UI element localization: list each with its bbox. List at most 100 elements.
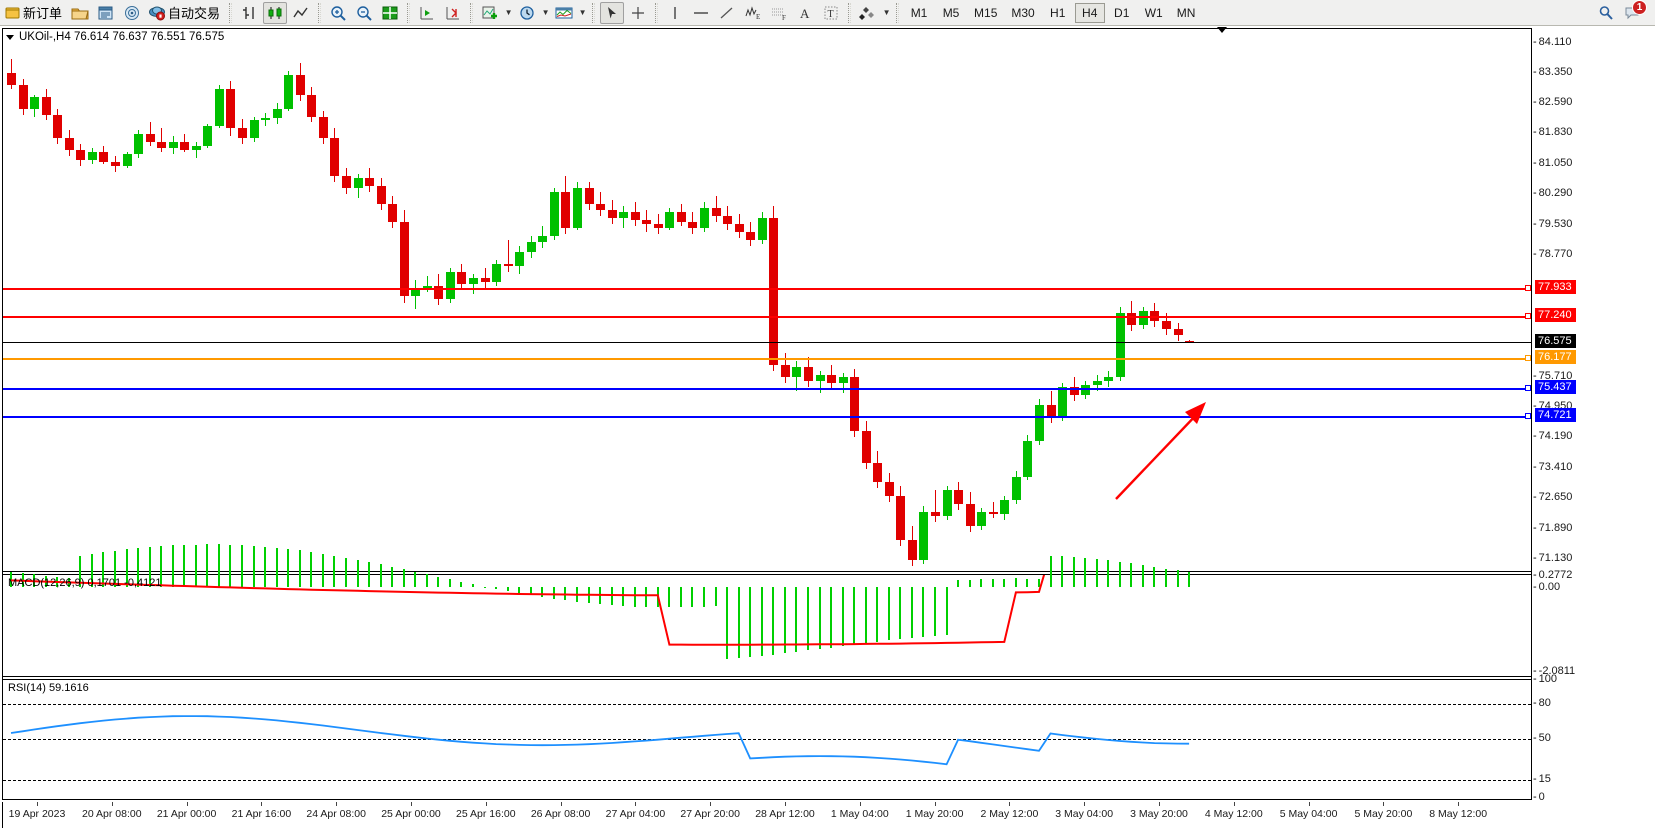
candlestick [931, 490, 940, 523]
templates-button[interactable] [552, 2, 576, 24]
macd-histogram-bar [818, 586, 821, 650]
time-axis-mark [336, 802, 338, 806]
candlestick [1115, 307, 1125, 382]
price-level-handle[interactable] [1525, 355, 1531, 362]
candlestick [503, 239, 513, 272]
timeframe-m30[interactable]: M30 [1011, 5, 1035, 20]
candle-body [850, 377, 860, 431]
cursor-button[interactable] [600, 1, 625, 24]
candle-body [688, 221, 698, 228]
search-button[interactable] [1594, 2, 1618, 24]
periods-button[interactable] [515, 2, 539, 24]
candlestick [30, 94, 40, 117]
data-window-button[interactable] [94, 2, 118, 24]
macd-histogram-bar [887, 586, 890, 641]
timeframe-h1[interactable]: H1 [1050, 5, 1066, 20]
candle-body [30, 96, 40, 109]
candle-body [180, 142, 190, 151]
candlestick-button[interactable] [263, 1, 288, 24]
candle-body [815, 375, 825, 382]
chart-area[interactable]: UKOil-,H4 76.614 76.637 76.551 76.575 MA… [0, 26, 1655, 829]
toolbar-separator [318, 2, 322, 23]
macd-histogram-bar [610, 586, 613, 606]
macd-histogram-bar [1061, 556, 1064, 587]
candle-body [803, 367, 813, 382]
macd-histogram-bar [1084, 558, 1087, 587]
candle-body [1162, 321, 1171, 330]
folder-button[interactable] [68, 2, 92, 24]
timeframe-mn[interactable]: MN [1176, 5, 1196, 20]
bullish-arrow-annotation[interactable] [1111, 394, 1221, 504]
price-level-line [3, 342, 1531, 344]
crosshair-button[interactable] [626, 2, 650, 24]
text-box-button[interactable]: T [819, 2, 843, 24]
templates-dropdown[interactable]: ▼ [578, 8, 587, 17]
candlestick [249, 116, 259, 143]
rsi-panel[interactable]: RSI(14) 59.1616 [3, 679, 1531, 799]
new-order-button[interactable]: 新订单 [2, 1, 67, 25]
add-indicator-dropdown[interactable]: ▼ [504, 8, 513, 17]
macd-histogram-bar [391, 566, 394, 587]
time-axis-tick: 20 Apr 08:00 [82, 808, 142, 820]
macd-histogram-bar [1153, 566, 1156, 587]
price-axis[interactable]: -84.110 -83.350 -82.590 -81.830 -81.050 -80.2… [1533, 28, 1653, 803]
vertical-line-button[interactable] [663, 2, 687, 24]
elliott-wave-button[interactable]: E [741, 2, 765, 24]
fibonacci-button[interactable]: F [767, 2, 791, 24]
candle-body [988, 512, 998, 515]
macd-histogram-bar [806, 586, 809, 651]
horizontal-line-button[interactable] [689, 2, 713, 24]
timeframe-m15[interactable]: M15 [974, 5, 998, 20]
chart-grid-button[interactable] [378, 2, 402, 24]
candlestick [700, 202, 709, 232]
shapes-button[interactable] [856, 2, 880, 24]
chart-menu-icon[interactable] [6, 34, 14, 40]
candle-body [515, 251, 525, 266]
price-level-line [3, 416, 1531, 419]
price-panel[interactable] [3, 29, 1531, 572]
line-chart-button[interactable] [289, 2, 313, 24]
navigator-button[interactable] [120, 2, 144, 24]
candlestick [850, 369, 860, 437]
price-level-handle[interactable] [1525, 413, 1531, 420]
zoom-in-button[interactable] [326, 2, 350, 24]
candlestick [203, 124, 213, 149]
timeframe-m5[interactable]: M5 [942, 5, 960, 20]
macd-histogram-bar [691, 586, 694, 607]
candle-body [53, 114, 63, 139]
add-indicator-button[interactable] [478, 2, 502, 24]
candlestick [399, 210, 409, 304]
timeframe-h4[interactable]: H4 [1074, 2, 1105, 23]
candle-body [1092, 381, 1102, 385]
chart-shift-button[interactable] [415, 2, 439, 24]
bar-chart-button[interactable] [237, 2, 261, 24]
candle-body [607, 209, 617, 218]
shapes-dropdown[interactable]: ▼ [882, 8, 891, 17]
price-level-handle[interactable] [1525, 312, 1531, 319]
candlestick [965, 492, 975, 533]
timeframe-d1[interactable]: D1 [1114, 5, 1130, 20]
chat-button[interactable]: 1 [1620, 0, 1647, 24]
macd-panel[interactable]: MACD(12,26,9) 0,1701 -0,4121 [3, 544, 1531, 677]
time-axis[interactable]: 19 Apr 2023 20 Apr 08:00 21 Apr 00:00 21 Ap… [2, 802, 1532, 828]
candlestick [619, 206, 629, 228]
chart-autoscroll-button[interactable] [441, 2, 465, 24]
candle-wick [161, 128, 163, 153]
price-level-handle[interactable] [1525, 285, 1531, 292]
zoom-out-button[interactable] [352, 2, 376, 24]
candle-wick [935, 490, 936, 523]
price-level-handle[interactable] [1525, 384, 1531, 391]
auto-trading-button[interactable]: 自动交易 [145, 1, 225, 25]
timeframe-m1[interactable]: M1 [910, 5, 928, 20]
svg-text:E: E [756, 13, 760, 21]
candlestick [896, 486, 906, 547]
candlestick [676, 204, 686, 226]
candle-body [353, 178, 363, 189]
price-axis-label-pivot: 76.177 [1535, 350, 1576, 365]
chart-autoscroll-icon [446, 6, 460, 19]
trendline-button[interactable] [715, 2, 739, 24]
time-axis-mark [934, 802, 936, 806]
periods-dropdown[interactable]: ▼ [541, 8, 550, 17]
text-label-button[interactable]: A [793, 2, 817, 24]
timeframe-w1[interactable]: W1 [1144, 5, 1163, 20]
